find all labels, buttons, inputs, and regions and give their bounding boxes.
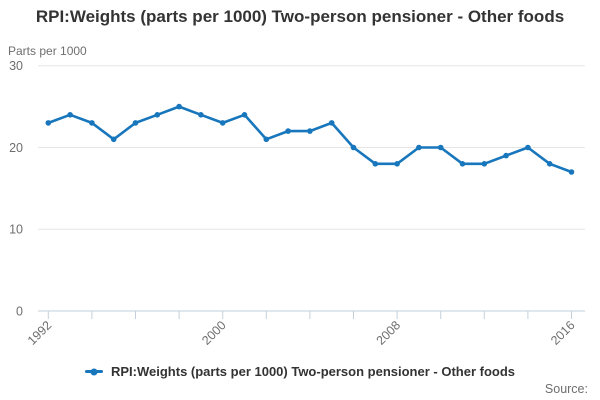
legend-item[interactable]: RPI:Weights (parts per 1000) Two-person …	[84, 364, 515, 379]
legend-series-label: RPI:Weights (parts per 1000) Two-person …	[110, 364, 515, 379]
series-line	[46, 105, 573, 174]
data-point[interactable]	[481, 161, 488, 167]
data-point[interactable]	[416, 144, 422, 151]
data-point[interactable]	[503, 152, 509, 159]
source-label: Source:	[544, 382, 588, 396]
x-tick-label: 2000	[199, 318, 229, 348]
x-tick-label: 2008	[374, 318, 404, 348]
y-tick-label: 0	[16, 305, 23, 319]
data-point[interactable]	[307, 128, 313, 134]
data-point[interactable]	[263, 136, 270, 143]
legend-series-marker-icon	[84, 367, 103, 376]
data-point[interactable]	[372, 161, 379, 167]
y-tick-label: 20	[9, 141, 23, 155]
data-point[interactable]	[437, 144, 444, 151]
legend: RPI:Weights (parts per 1000) Two-person …	[0, 364, 600, 379]
data-point[interactable]	[132, 120, 139, 126]
data-point[interactable]	[176, 103, 182, 110]
data-point[interactable]	[241, 112, 248, 118]
data-point[interactable]	[110, 136, 117, 143]
data-point[interactable]	[198, 112, 204, 118]
data-point[interactable]	[459, 161, 466, 167]
data-point[interactable]	[525, 144, 531, 151]
data-point[interactable]	[285, 128, 291, 134]
y-axis-unit-label: Parts per 1000	[8, 44, 87, 58]
chart-title: RPI:Weights (parts per 1000) Two-person …	[35, 7, 565, 26]
data-point[interactable]	[546, 161, 553, 167]
y-tick-label: 30	[9, 59, 23, 73]
data-point[interactable]	[45, 120, 52, 126]
y-tick-label: 10	[9, 223, 23, 237]
legend-dot-icon	[90, 368, 98, 375]
data-point[interactable]	[219, 120, 226, 126]
data-point[interactable]	[67, 112, 73, 118]
x-tick-label: 1992	[25, 318, 55, 348]
data-point[interactable]	[154, 112, 161, 118]
x-tick-label: 2016	[548, 318, 578, 348]
data-point[interactable]	[89, 120, 95, 126]
data-point[interactable]	[328, 120, 335, 126]
data-point[interactable]	[394, 161, 400, 167]
data-point[interactable]	[568, 169, 575, 175]
data-point[interactable]	[350, 144, 357, 151]
